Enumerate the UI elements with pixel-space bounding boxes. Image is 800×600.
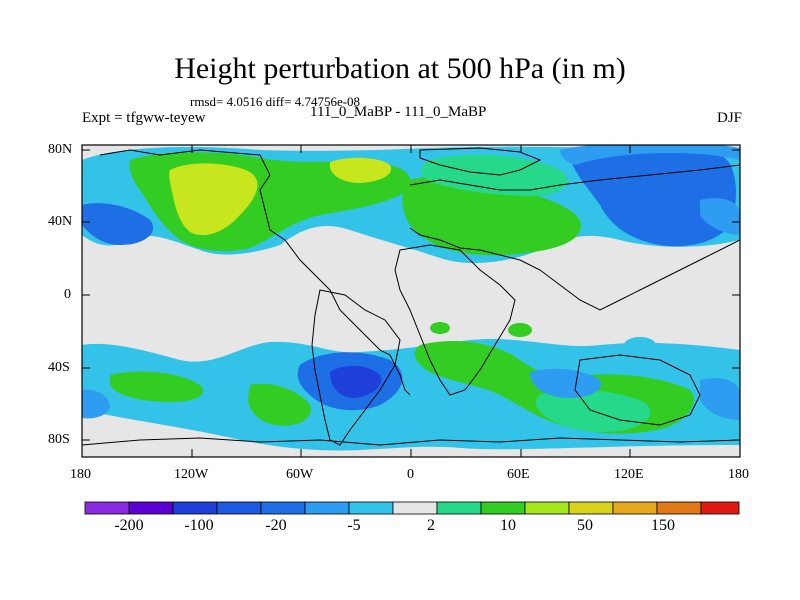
contour-fills	[82, 145, 740, 457]
case-label: 111_0_MaBP - 111_0_MaBP	[310, 104, 487, 120]
lat-tick: 0	[64, 287, 71, 302]
colorbar-swatch	[436, 501, 482, 515]
sh-mint-blob	[508, 323, 532, 337]
greenland-outline	[419, 147, 542, 176]
colorbar-swatch	[612, 501, 658, 515]
lon-tick: 0	[407, 467, 414, 482]
colorbar-swatch	[84, 501, 130, 515]
colorbar-label: 150	[651, 517, 675, 534]
lon-tick: 120E	[614, 467, 644, 482]
colorbar-label: 10	[500, 517, 516, 534]
nh-blue-east-outer	[560, 145, 740, 165]
plot-title: Height perturbation at 500 hPa (in m)	[174, 52, 626, 85]
colorbar-label: -100	[184, 517, 214, 534]
colorbar-label: -5	[347, 517, 361, 534]
sh-blue-east	[530, 368, 601, 398]
tick-marks	[81, 145, 741, 457]
coastlines	[82, 147, 740, 446]
sh-green-blob	[430, 322, 450, 334]
sh-grey-gap-1	[82, 410, 740, 457]
colorbar-label: 2	[427, 517, 435, 534]
south-america-outline	[311, 289, 401, 446]
sh-cyan-blob	[624, 337, 656, 353]
eurasia-outline	[409, 164, 740, 311]
lon-tick: 180	[70, 467, 91, 482]
lat-tick: 80N	[48, 142, 73, 157]
rmsd-stats: rmsd= 4.0516 diff= 4.74756e-08	[190, 94, 361, 109]
nh-yellowgreen-west	[169, 163, 258, 236]
colorbar-swatch	[172, 501, 218, 515]
nh-blue-right	[700, 198, 740, 235]
colorbar-swatch	[392, 501, 438, 515]
australia-outline	[574, 354, 701, 426]
sh-green-west	[110, 371, 204, 402]
north-america-outline	[99, 149, 411, 396]
sh-blue-right	[700, 378, 740, 420]
colorbar-swatch	[568, 501, 614, 515]
sh-darkblue-center	[330, 365, 382, 398]
lat-tick: 40N	[48, 214, 73, 229]
colorbar-swatch	[216, 501, 262, 515]
lon-tick: 60W	[286, 467, 314, 482]
lat-tick: 40S	[48, 360, 70, 375]
nh-blue-east	[570, 147, 736, 247]
africa-outline	[394, 244, 516, 396]
colorbar-swatch	[524, 501, 570, 515]
colorbar-label: 50	[577, 517, 593, 534]
lon-tick: 120W	[174, 467, 209, 482]
nh-blue-left	[82, 203, 154, 245]
lon-tick: 180	[728, 467, 749, 482]
sh-green-mid	[248, 383, 311, 426]
colorbar-swatch	[700, 501, 740, 515]
nh-green-east	[402, 176, 581, 256]
lon-tick: 60E	[507, 467, 530, 482]
colorbar-swatch	[260, 501, 306, 515]
colorbar	[84, 501, 740, 515]
colorbar-label: -20	[265, 517, 287, 534]
colorbar-swatch	[656, 501, 702, 515]
nh-yellowgreen-center	[329, 157, 391, 183]
lat-tick: 80S	[48, 432, 70, 447]
season-label: DJF	[716, 110, 742, 126]
colorbar-swatch	[480, 501, 526, 515]
colorbar-swatch	[348, 501, 394, 515]
colorbar-label: -200	[114, 517, 144, 534]
experiment-label: Expt = tfgww-teyew	[82, 110, 206, 126]
antarctica-outline	[82, 437, 740, 446]
colorbar-swatch	[304, 501, 350, 515]
sh-blue-left	[82, 389, 110, 419]
colorbar-swatch	[128, 501, 174, 515]
